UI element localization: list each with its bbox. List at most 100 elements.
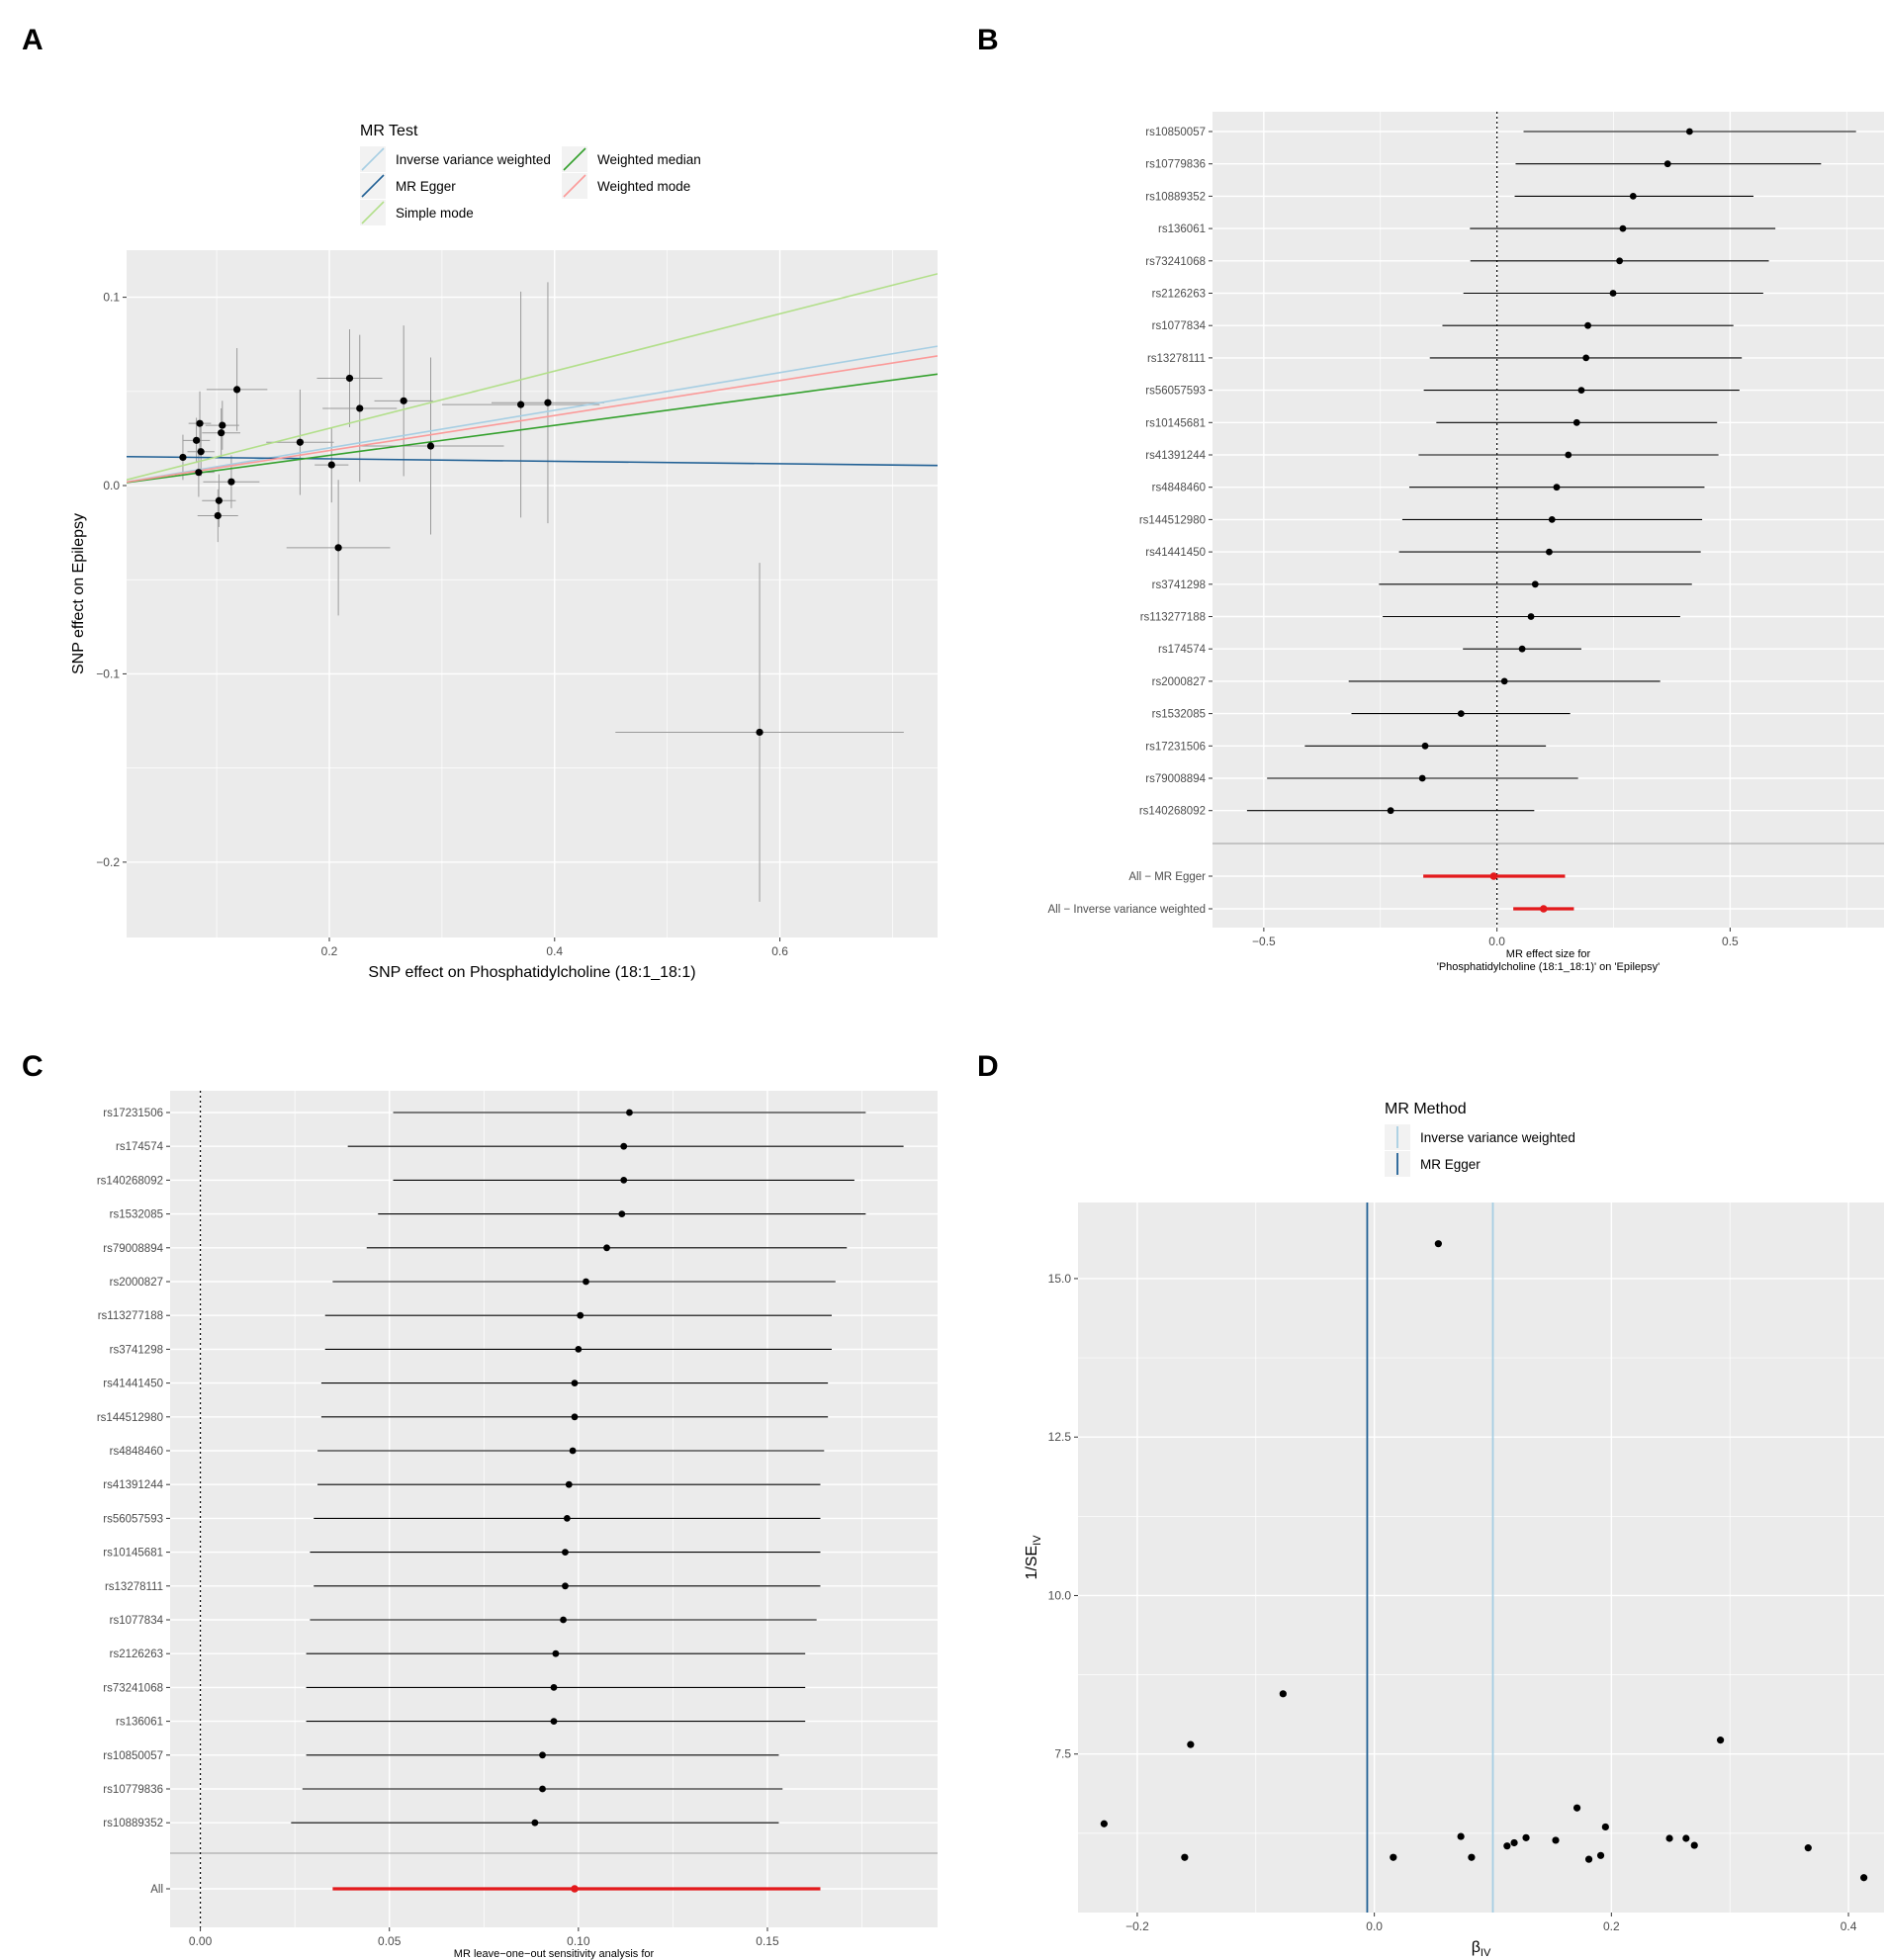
summary-estimate-point bbox=[1489, 872, 1498, 880]
x-tick-label: −0.2 bbox=[1125, 1919, 1149, 1933]
panel-a-scatter-plot: 0.2 0.4 0.6 0.1 0.0 −0.1 −0.2 SNP effect on Pho… bbox=[70, 123, 938, 981]
snp-point bbox=[215, 496, 223, 504]
legend-item-label: Inverse variance weighted bbox=[1420, 1130, 1575, 1145]
x-tick-label: 0.05 bbox=[378, 1934, 402, 1948]
snp-label: rs3741298 bbox=[110, 1344, 163, 1356]
x-tick-label: 0.2 bbox=[1603, 1919, 1620, 1933]
snp-label: rs10145681 bbox=[103, 1548, 163, 1559]
snp-point bbox=[179, 453, 187, 462]
legend-key-line bbox=[563, 147, 586, 171]
panel-label-a: A bbox=[22, 24, 44, 56]
snp-estimate-point bbox=[626, 1109, 633, 1116]
plot-background bbox=[127, 250, 938, 937]
summary-label: All − MR Egger bbox=[1128, 871, 1206, 883]
snp-estimate-point bbox=[618, 1210, 626, 1217]
snp-point bbox=[1584, 1855, 1593, 1863]
x-tick-label: 0.15 bbox=[756, 1934, 779, 1948]
y-tick-label: 15.0 bbox=[1048, 1272, 1072, 1286]
y-axis-title: 1/SEIV bbox=[1024, 1535, 1043, 1580]
x-axis-title: βIV bbox=[1472, 1939, 1491, 1959]
x-axis-title: SNP effect on Phosphatidylcholine (18:1_… bbox=[368, 964, 695, 981]
snp-label: rs79008894 bbox=[1145, 773, 1206, 785]
snp-label: rs13278111 bbox=[105, 1581, 163, 1593]
snp-label: rs4848460 bbox=[1152, 483, 1206, 494]
snp-estimate-point bbox=[539, 1751, 546, 1759]
snp-point bbox=[1804, 1844, 1812, 1852]
x-tick-label: 0.10 bbox=[567, 1934, 590, 1948]
summary-estimate-point bbox=[1539, 905, 1548, 913]
snp-point bbox=[1665, 1834, 1673, 1842]
x-tick-label: 0.0 bbox=[1366, 1919, 1383, 1933]
snp-point bbox=[227, 478, 235, 486]
snp-label: rs174574 bbox=[116, 1141, 164, 1153]
snp-point bbox=[1690, 1841, 1698, 1849]
snp-estimate-point bbox=[565, 1480, 573, 1488]
y-tick-label: 7.5 bbox=[1054, 1747, 1071, 1761]
snp-estimate-point bbox=[539, 1785, 546, 1793]
y-tick-label: 0.0 bbox=[103, 479, 120, 492]
snp-point bbox=[1860, 1874, 1868, 1882]
snp-estimate-point bbox=[531, 1819, 539, 1826]
regression-line-inverse-variance-weighted bbox=[127, 345, 938, 483]
snp-point bbox=[1187, 1740, 1195, 1748]
snp-label: rs113277188 bbox=[98, 1310, 163, 1322]
x-axis-title: MR effect size for 'Phosphatidylcholine (… bbox=[1437, 948, 1661, 973]
snp-point bbox=[1457, 1832, 1465, 1840]
snp-point bbox=[214, 511, 222, 520]
snp-label: rs174574 bbox=[1158, 644, 1207, 656]
snp-label: rs144512980 bbox=[97, 1412, 163, 1424]
snp-estimate-point bbox=[620, 1177, 628, 1184]
legend-item-label: MR Egger bbox=[1420, 1157, 1481, 1172]
x-axis-title-line: MR leave−one−out sensitivity analysis fo… bbox=[454, 1948, 655, 1960]
snp-point bbox=[219, 421, 226, 429]
snp-point bbox=[1682, 1834, 1690, 1842]
snp-label: rs140268092 bbox=[97, 1175, 163, 1187]
snp-label: rs2126263 bbox=[1152, 289, 1206, 301]
snp-label: rs10850057 bbox=[103, 1750, 163, 1762]
panel-label-b: B bbox=[977, 24, 999, 56]
panel-d-funnel-plot: −0.2 0.0 0.2 0.47.510.012.515.0βIV1/SEIVMR … bbox=[1024, 1101, 1884, 1959]
snp-estimate-point bbox=[1565, 451, 1572, 459]
snp-estimate-point bbox=[620, 1142, 628, 1150]
snp-label: rs1077834 bbox=[1152, 320, 1207, 332]
snp-label: rs140268092 bbox=[1139, 806, 1206, 818]
x-tick-label: 0.6 bbox=[771, 944, 788, 958]
snp-label: rs10779836 bbox=[103, 1784, 163, 1796]
snp-estimate-point bbox=[562, 1549, 569, 1556]
snp-label: rs41441450 bbox=[1145, 547, 1206, 559]
snp-label: rs2000827 bbox=[110, 1277, 163, 1289]
snp-estimate-point bbox=[1546, 548, 1553, 556]
y-tick-label: −0.2 bbox=[96, 855, 120, 869]
y-tick-label: 0.1 bbox=[103, 291, 120, 305]
snp-label: rs136061 bbox=[116, 1717, 163, 1729]
snp-point bbox=[1434, 1240, 1442, 1248]
snp-estimate-point bbox=[1629, 193, 1637, 200]
x-axis-title-line: 'Phosphatidylcholine (18:1_18:1)' on 'Ep… bbox=[1437, 961, 1661, 973]
snp-estimate-point bbox=[1387, 807, 1394, 815]
snp-point bbox=[196, 419, 204, 427]
panel-b-forest-plot: −0.5 0.0 0.5 rs10850057 rs10779836 rs10889352… bbox=[1048, 112, 1884, 973]
snp-label: rs113277188 bbox=[1140, 612, 1206, 624]
legend-item-label: Simple mode bbox=[396, 206, 474, 221]
snp-point bbox=[1717, 1737, 1725, 1744]
x-tick-label: 0.4 bbox=[1841, 1919, 1857, 1933]
snp-label: rs1532085 bbox=[1152, 709, 1206, 721]
panel-label-c: C bbox=[22, 1050, 44, 1083]
legend-key-line bbox=[361, 201, 385, 224]
x-axis-title: MR leave−one−out sensitivity analysis fo… bbox=[442, 1948, 666, 1960]
snp-label: rs4848460 bbox=[110, 1446, 163, 1458]
snp-estimate-point bbox=[1421, 742, 1429, 750]
y-axis-title-subscript: IV bbox=[1032, 1535, 1043, 1546]
snp-estimate-point bbox=[550, 1684, 558, 1691]
x-tick-label: 0.00 bbox=[189, 1934, 213, 1948]
panel-label-d: D bbox=[977, 1050, 999, 1083]
snp-label: rs17231506 bbox=[1145, 741, 1206, 753]
legend-key-line bbox=[563, 174, 586, 198]
regression-line-mr-egger bbox=[127, 455, 938, 467]
snp-estimate-point bbox=[1572, 418, 1580, 426]
panel-c-leave-one-out-plot: 0.00 0.05 0.10 0.15 rs17231506 rs174574 rs1402… bbox=[97, 1091, 938, 1960]
legend-key-line bbox=[361, 147, 385, 171]
x-axis-title-line: MR effect size for bbox=[1506, 948, 1591, 960]
snp-label: rs73241068 bbox=[1145, 256, 1206, 268]
snp-label: rs10889352 bbox=[1145, 191, 1206, 203]
